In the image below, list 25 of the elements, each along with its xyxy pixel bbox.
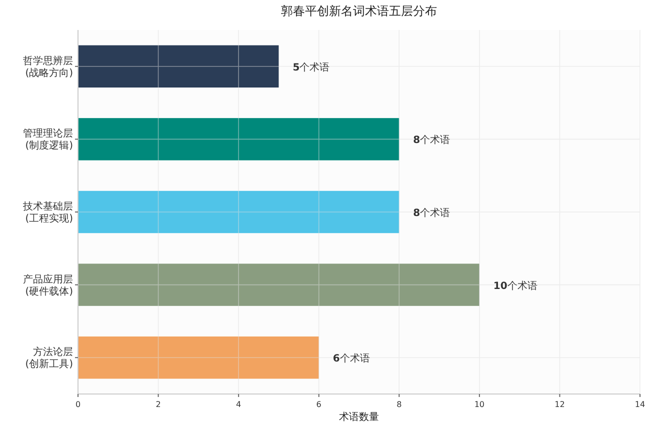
data-label: 8个术语 [413,134,450,146]
data-label: 10个术语 [493,280,538,292]
y-tick-label: 管理理论层 (制度逻辑) [23,128,74,152]
x-tick-label: 4 [236,400,242,409]
bar [78,336,319,379]
x-tick-label: 0 [75,400,81,409]
x-tick-label: 14 [634,400,646,409]
y-tick-label: 哲学思辨层 (战略方向) [23,54,74,79]
y-tick-label: 方法论层 (创新工具) [25,346,74,370]
data-label: 8个术语 [413,207,450,219]
bar [78,118,400,160]
y-tick-label: 产品应用层 (硬件载体) [23,273,74,298]
x-tick-label: 12 [554,400,565,409]
y-tick-label: 技术基础层 (工程实现) [22,200,74,224]
x-tick-label: 2 [156,400,161,409]
chart-title: 郭春平创新名词术语五层分布 [281,4,437,18]
x-tick-label: 6 [316,400,322,409]
bar [78,45,279,88]
data-label: 6个术语 [332,352,370,365]
x-tick-label: 8 [396,400,402,409]
x-axis-title: 术语数量 [339,411,379,423]
data-label: 5个术语 [292,61,330,74]
x-tick-label: 10 [474,400,485,409]
bar [78,264,480,306]
bar [78,190,400,234]
